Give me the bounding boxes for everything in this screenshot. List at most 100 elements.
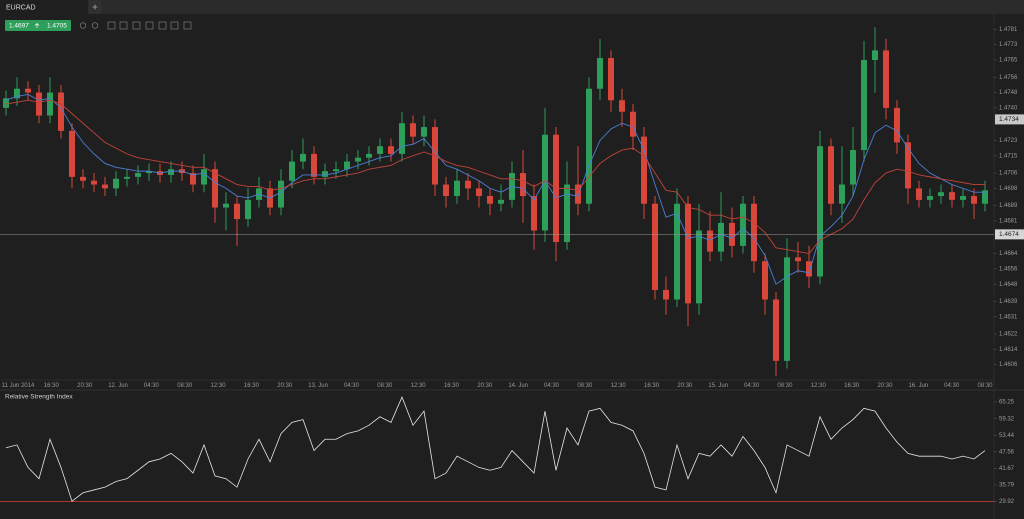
y-tick-label: 59.32 [999,416,1015,422]
candle-body [971,196,977,204]
quote-box[interactable] [5,20,71,31]
candle-body [333,169,339,172]
x-tick-label: 12:30 [811,383,827,389]
candle-body [685,203,691,304]
candle-body [894,107,900,143]
candle-body [14,88,20,99]
candle-body [47,92,53,116]
zoom-in-button[interactable] [79,22,87,29]
x-tick-label: 08:30 [977,383,993,389]
rsi-line [5,396,986,502]
y-tick-label: 1.4631 [999,314,1018,320]
candles-button[interactable] [119,21,128,30]
x-tick-label: 12:30 [611,383,627,389]
grid-button[interactable] [145,21,154,30]
x-tick-label: 20:30 [77,383,93,389]
y-tick-label: 1.4664 [999,251,1018,257]
candle-body [102,184,108,189]
candle-body [641,136,647,204]
candle-body [949,192,955,200]
candle-body [707,230,713,252]
line-button[interactable] [132,21,141,30]
candle-body [982,190,988,204]
y-tick-label: 1.4756 [999,75,1018,81]
x-tick-label: 04:30 [344,383,360,389]
x-tick-label: 04:30 [744,383,760,389]
tab[interactable] [0,0,88,14]
candle-body [168,169,174,175]
x-tick-label: 04:30 [944,383,960,389]
candle-body [344,161,350,170]
candle-body [850,150,856,185]
candle-body [740,203,746,246]
candle-body [520,173,526,197]
candle-body [751,203,757,262]
candle-body [355,157,361,162]
y-tick-label: 53.44 [999,433,1015,439]
candle-body [597,58,603,89]
x-tick-label: 08:30 [177,383,193,389]
draw-button[interactable] [183,21,192,30]
candle-body [311,153,317,177]
arrow-icon [34,23,40,28]
candle-body [366,153,372,158]
tab-title[interactable]: EURCAD [6,4,36,11]
x-tick-label: 12:30 [211,383,227,389]
y-tick-label: 1.4765 [999,58,1018,64]
y-tick-label: 47.56 [999,449,1015,455]
candle-body [322,171,328,177]
candle-body [531,196,537,231]
candle-body [916,188,922,200]
candle-body [190,173,196,185]
x-tick-label: 16:30 [244,383,260,389]
x-tick-label: 16:30 [644,383,660,389]
indicators-button[interactable] [170,21,179,30]
candle-body [542,134,548,231]
x-tick-label: 20:30 [877,383,893,389]
candle-body [3,98,9,108]
candle-body [201,169,207,185]
y-tick-label: 1.4715 [999,153,1018,159]
candle-body [58,92,64,131]
x-tick-label: 16. Jun [908,383,928,389]
candle-body [696,230,702,304]
candle-body [586,88,592,204]
y-tick-label: 1.4656 [999,266,1018,272]
candle-body [410,123,416,137]
y-tick-label: 1.4748 [999,90,1018,96]
x-tick-label: 11 Jun 2014 [2,383,35,389]
y-tick-label: 1.4689 [999,203,1018,209]
candle-body [234,203,240,220]
plus-icon [92,4,98,10]
x-tick-label: 16:30 [44,383,60,389]
x-tick-label: 08:30 [377,383,393,389]
candle-body [146,171,152,174]
candle-body [223,203,229,208]
save-button[interactable] [158,21,167,30]
candle-body [872,50,878,60]
y-tick-label: 65.25 [999,400,1015,406]
y-tick-label: 1.4698 [999,186,1018,192]
candle-body [454,180,460,197]
candles [3,27,988,377]
y-tick-label: 1.4639 [999,299,1018,305]
zoom-out-button[interactable] [91,22,99,29]
candle-body [69,130,75,177]
chart-type-button[interactable] [107,21,116,30]
candle-body [960,196,966,200]
candle-body [245,199,251,220]
toolbar [79,21,192,30]
x-tick-label: 14. Jun [508,383,528,389]
candle-body [476,188,482,197]
y-tick-label: 1.4773 [999,42,1018,48]
candle-body [817,146,823,277]
x-tick-label: 20:30 [677,383,693,389]
y-tick-label: 1.4681 [999,219,1018,225]
candle-body [575,184,581,204]
candle-body [465,180,471,189]
candle-body [113,178,119,189]
candle-body [762,261,768,300]
candle-body [388,146,394,154]
